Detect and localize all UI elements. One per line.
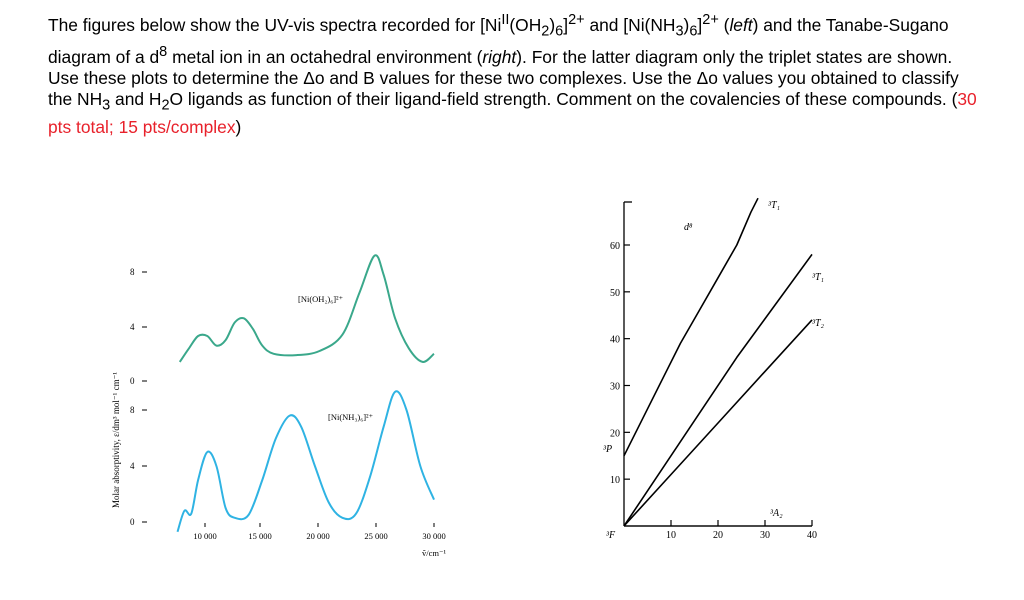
question-text: The figures below show the UV-vis spectr… (48, 12, 977, 137)
spectra-ylabel: Molar absorptivity, ε/dm³ mol⁻¹ cm⁻¹ (111, 372, 121, 508)
x-tick-25000: 25 000 (364, 531, 387, 541)
ninh3-spectrum-curve (176, 390, 435, 533)
lower-y-tick-4: 4 (130, 461, 135, 471)
upper-y-tick-4: 4 (130, 322, 135, 332)
upper-y-axis: 8 4 0 (130, 267, 147, 386)
spectra-x-axis: 10 000 15 000 20 000 25 000 30 000 ṽ/cm⁻… (193, 523, 446, 558)
x-tick-10000: 10 000 (193, 531, 216, 541)
x-tick-20000: 20 000 (306, 531, 329, 541)
lower-y-axis: 8 4 0 (130, 405, 147, 527)
points-note: 30 pts total; 15 pts/complex (48, 89, 977, 137)
lower-spectrum-label: [Ni(NH₃)₆]²⁺ (328, 412, 374, 422)
lower-y-tick-8: 8 (130, 405, 135, 415)
x-tick-30000: 30 000 (422, 531, 445, 541)
x-tick-15000: 15 000 (248, 531, 271, 541)
spectra-xlabel: ṽ/cm⁻¹ (422, 548, 446, 558)
nioh2-spectrum-curve (178, 254, 435, 363)
lower-y-tick-0: 0 (130, 517, 135, 527)
upper-y-tick-8: 8 (130, 267, 135, 277)
upper-y-tick-0: 0 (130, 376, 135, 386)
upper-spectrum-label: [Ni(OH₂)₆]²⁺ (298, 294, 344, 304)
